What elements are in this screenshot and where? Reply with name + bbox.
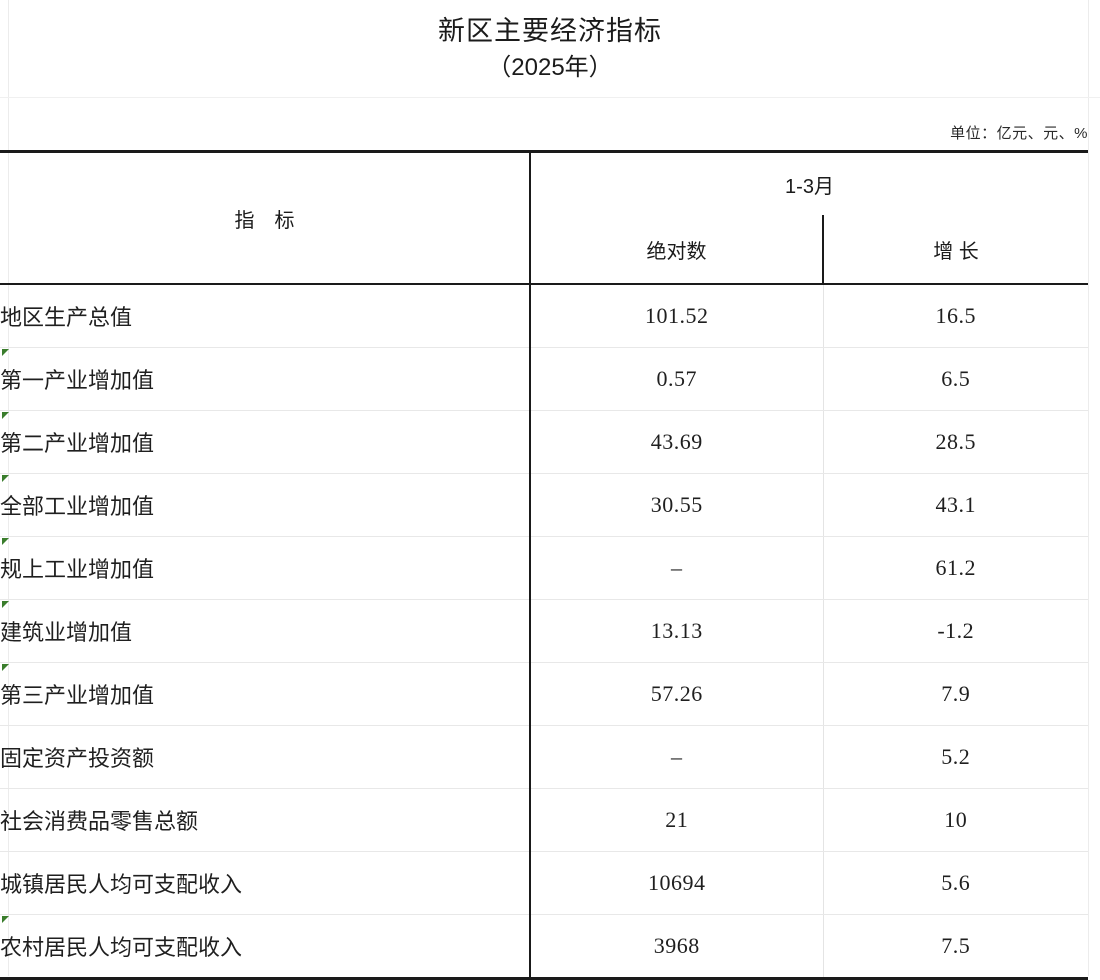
cell-indicator-label[interactable]: 第二产业增加值 [0,410,530,474]
indicator-label-text: 建筑业增加值 [0,620,133,645]
cell-absolute-value[interactable]: – [529,725,823,789]
comment-marker-icon [2,349,9,356]
column-header-growth: 增 长 [822,215,1088,285]
table-row[interactable]: 农村居民人均可支配收入 3968 7.5 [0,914,1088,980]
cell-growth-value[interactable]: -1.2 [822,599,1088,663]
cell-indicator-label[interactable]: 第三产业增加值 [0,662,530,726]
cell-absolute-value[interactable]: 3968 [529,914,823,980]
comment-marker-icon [2,538,9,545]
indicator-label-text: 第二产业增加值 [0,431,155,456]
cell-absolute-value[interactable]: 0.57 [529,347,823,411]
cell-indicator-label[interactable]: 城镇居民人均可支配收入 [0,851,530,915]
table-body: 地区生产总值 101.52 16.5 第一产业增加值 0.57 6.5 第二产业增加值 43.… [0,284,1088,980]
indicator-table-wrap: 指 标 1-3月 绝对数 增 长 地区生产总值 101.52 16.5 第一产业增加值… [0,150,1088,980]
cell-growth-value[interactable]: 7.9 [822,662,1088,726]
table-row[interactable]: 社会消费品零售总额 21 10 [0,788,1088,852]
indicator-label-text: 地区生产总值 [0,305,133,330]
cell-growth-value[interactable]: 5.2 [822,725,1088,789]
cell-indicator-label[interactable]: 第一产业增加值 [0,347,530,411]
indicator-label-text: 规上工业增加值 [0,557,155,582]
cell-absolute-value[interactable]: 101.52 [529,284,823,348]
comment-marker-icon [2,601,9,608]
cell-growth-value[interactable]: 61.2 [822,536,1088,600]
cell-growth-value[interactable]: 28.5 [822,410,1088,474]
comment-marker-icon [2,916,9,923]
cell-growth-value[interactable]: 16.5 [822,284,1088,348]
grid-line-horizontal [0,97,1100,98]
cell-absolute-value[interactable]: 21 [529,788,823,852]
table-row[interactable]: 第二产业增加值 43.69 28.5 [0,410,1088,474]
indicator-label-text: 全部工业增加值 [0,494,155,519]
title-block: 新区主要经济指标 （2025年） [0,0,1100,97]
unit-note-row: 单位：亿元、元、% [0,98,1100,150]
cell-indicator-label[interactable]: 社会消费品零售总额 [0,788,530,852]
indicator-table: 指 标 1-3月 绝对数 增 长 地区生产总值 101.52 16.5 第一产业增加值… [0,150,1088,980]
indicator-label-text: 第三产业增加值 [0,683,155,708]
cell-indicator-label[interactable]: 固定资产投资额 [0,725,530,789]
comment-marker-icon [2,412,9,419]
table-header-row-subcols: 绝对数 增 长 [0,215,1088,285]
cell-indicator-label[interactable]: 建筑业增加值 [0,599,530,663]
cell-indicator-label[interactable]: 规上工业增加值 [0,536,530,600]
cell-growth-value[interactable]: 6.5 [822,347,1088,411]
comment-marker-icon [2,475,9,482]
indicator-label-text: 农村居民人均可支配收入 [0,935,243,960]
indicator-label-text: 固定资产投资额 [0,746,155,771]
unit-note: 单位：亿元、元、% [950,125,1088,142]
cell-absolute-value[interactable]: 43.69 [529,410,823,474]
column-header-indicator: 指 标 [0,150,530,285]
table-header-row-period: 指 标 1-3月 [0,150,1088,285]
cell-indicator-label[interactable]: 农村居民人均可支配收入 [0,914,530,980]
table-row[interactable]: 第三产业增加值 57.26 7.9 [0,662,1088,726]
cell-absolute-value[interactable]: 10694 [529,851,823,915]
page-title: 新区主要经济指标 [438,16,662,47]
cell-growth-value[interactable]: 5.6 [822,851,1088,915]
cell-absolute-value[interactable]: – [529,536,823,600]
indicator-label-text: 第一产业增加值 [0,368,155,393]
cell-growth-value[interactable]: 43.1 [822,473,1088,537]
indicator-label-text: 社会消费品零售总额 [0,809,199,834]
table-row[interactable]: 地区生产总值 101.52 16.5 [0,284,1088,348]
cell-growth-value[interactable]: 10 [822,788,1088,852]
table-head: 指 标 1-3月 绝对数 增 长 [0,150,1088,285]
table-row[interactable]: 城镇居民人均可支配收入 10694 5.6 [0,851,1088,915]
cell-absolute-value[interactable]: 13.13 [529,599,823,663]
cell-absolute-value[interactable]: 30.55 [529,473,823,537]
cell-absolute-value[interactable]: 57.26 [529,662,823,726]
column-header-period: 1-3月 [529,150,1088,215]
indicator-label-text: 城镇居民人均可支配收入 [0,872,243,897]
table-row[interactable]: 规上工业增加值 –61.2 [0,536,1088,600]
table-row[interactable]: 全部工业增加值 30.55 43.1 [0,473,1088,537]
grid-line-vertical [1088,0,1089,976]
column-header-absolute: 绝对数 [529,215,823,285]
page-subtitle: （2025年） [487,53,613,81]
table-row[interactable]: 第一产业增加值 0.57 6.5 [0,347,1088,411]
cell-growth-value[interactable]: 7.5 [822,914,1088,980]
comment-marker-icon [2,664,9,671]
cell-indicator-label[interactable]: 全部工业增加值 [0,473,530,537]
table-row[interactable]: 固定资产投资额 –5.2 [0,725,1088,789]
table-row[interactable]: 建筑业增加值 13.13 -1.2 [0,599,1088,663]
cell-indicator-label[interactable]: 地区生产总值 [0,284,530,348]
